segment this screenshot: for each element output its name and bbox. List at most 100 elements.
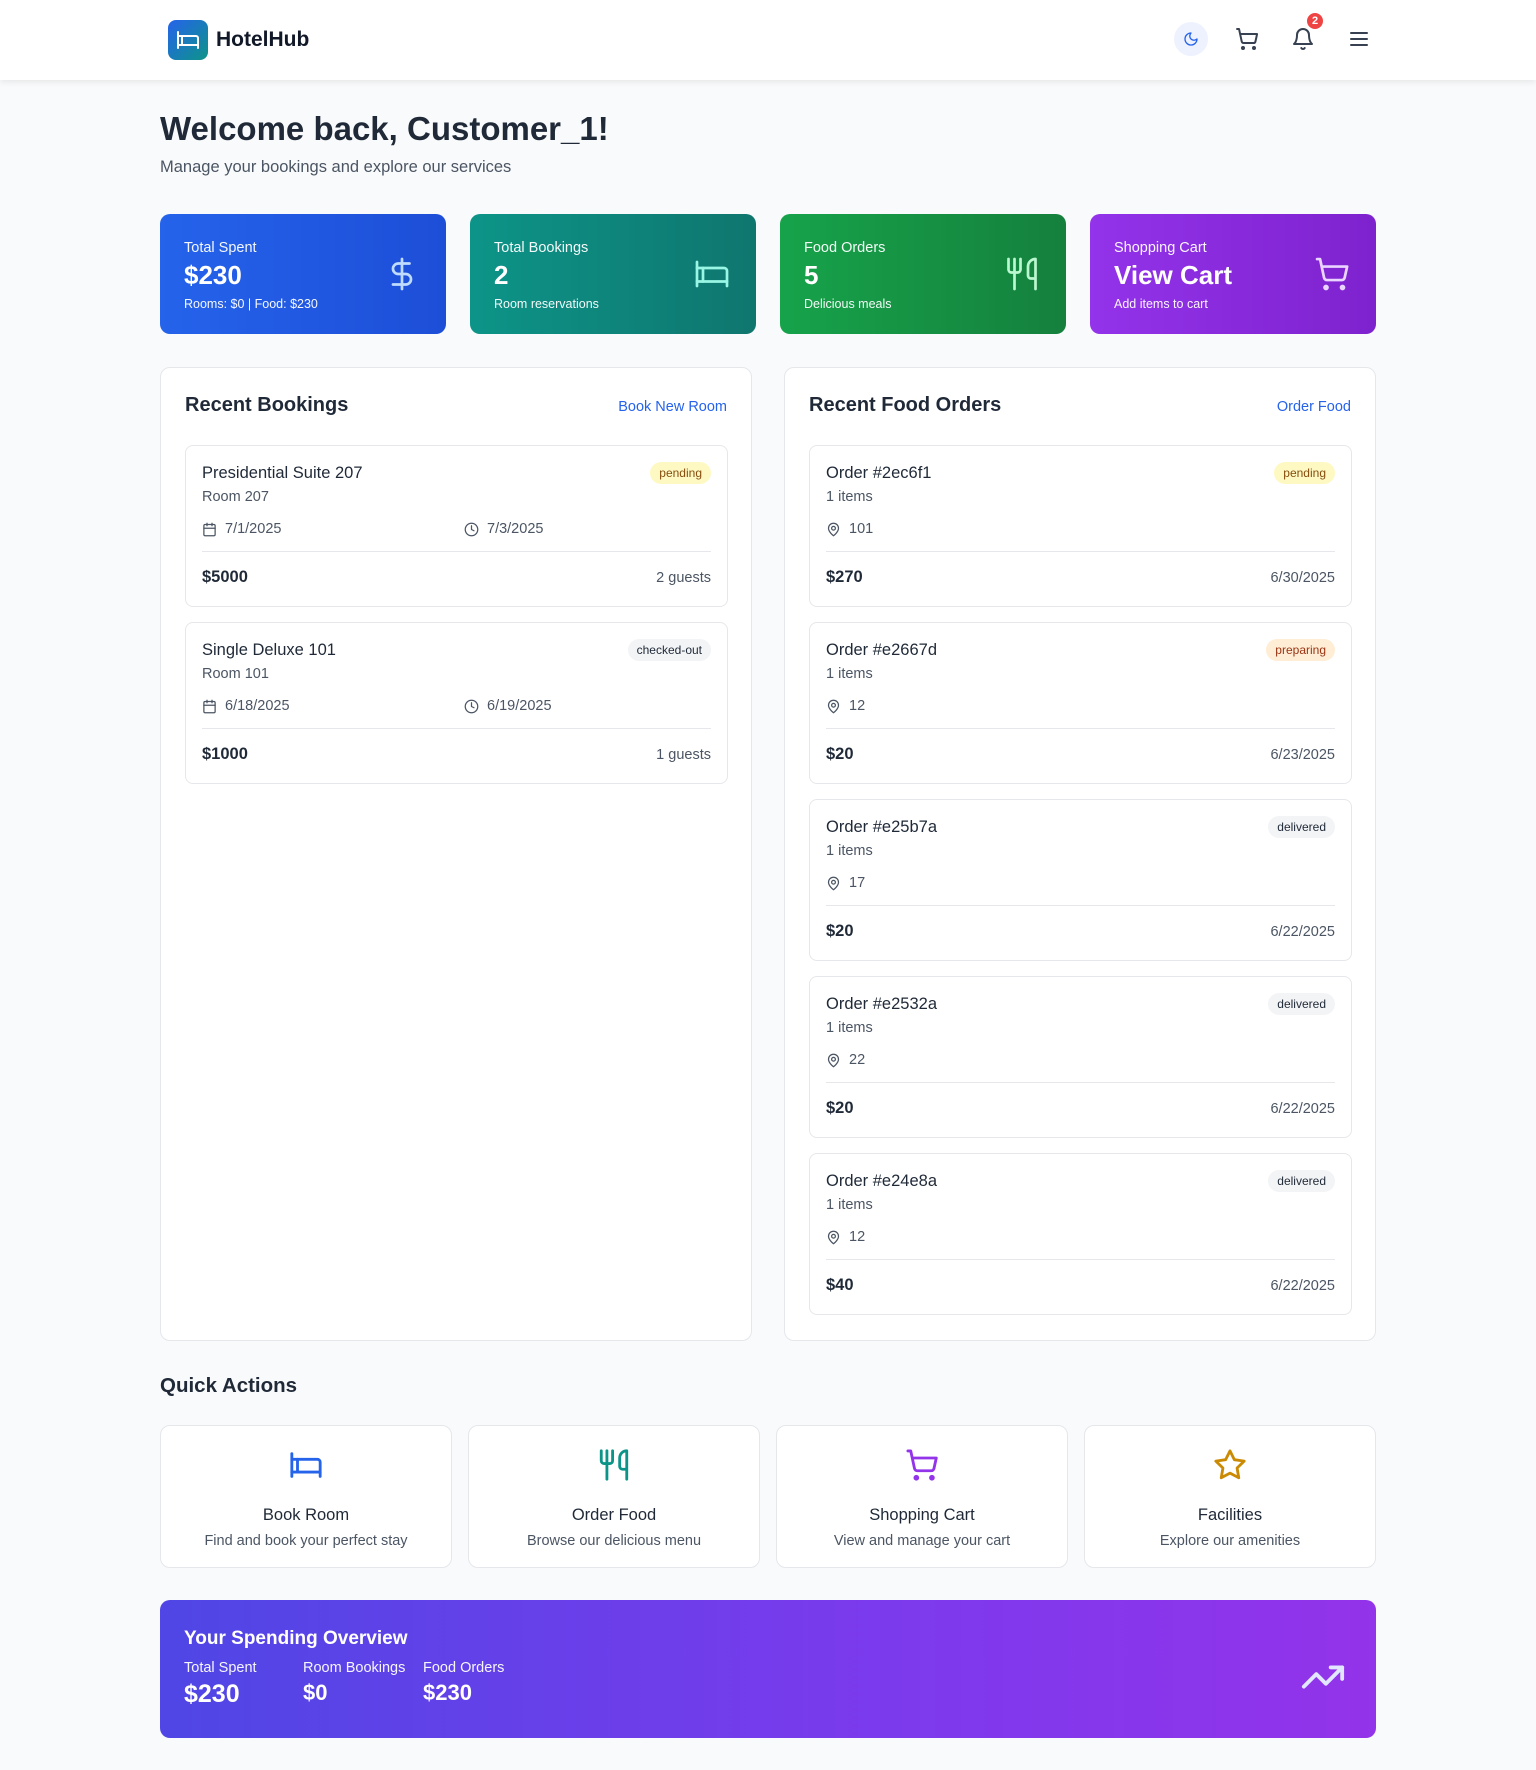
cart-button[interactable] bbox=[1230, 22, 1264, 56]
food-order-card[interactable]: Order #e24e8a 1 items delivered 12 $40 6… bbox=[809, 1153, 1352, 1315]
booking-room-number: Room 207 bbox=[202, 489, 269, 505]
order-date: 6/22/2025 bbox=[1270, 1278, 1335, 1294]
quick-action-shopping-cart[interactable]: Shopping Cart View and manage your cart bbox=[776, 1425, 1068, 1568]
clock-icon bbox=[464, 699, 479, 713]
overview-value: $230 bbox=[423, 1680, 472, 1705]
cart-icon bbox=[1236, 28, 1259, 50]
order-price: $270 bbox=[826, 568, 863, 586]
order-item-count: 1 items bbox=[826, 843, 873, 859]
moon-icon bbox=[1184, 32, 1198, 46]
food-order-card[interactable]: Order #e25b7a 1 items delivered 17 $20 6… bbox=[809, 799, 1352, 961]
order-id: Order #e2667d bbox=[826, 641, 937, 659]
panel-title: Recent Food Orders bbox=[809, 394, 1002, 416]
booking-price: $5000 bbox=[202, 568, 248, 586]
clock-icon bbox=[464, 522, 479, 536]
check-in-text: 6/18/2025 bbox=[225, 698, 290, 714]
quick-action-facilities[interactable]: Facilities Explore our amenities bbox=[1084, 1425, 1376, 1568]
map-pin-icon bbox=[827, 1230, 840, 1244]
location-text: 12 bbox=[849, 698, 866, 714]
order-id: Order #2ec6f1 bbox=[826, 464, 932, 482]
order-item-count: 1 items bbox=[826, 1020, 873, 1036]
stat-card-food-orders: Food Orders 5 Delicious meals bbox=[780, 214, 1066, 334]
map-pin-icon bbox=[827, 1053, 840, 1067]
quick-action-book-room[interactable]: Book Room Find and book your perfect sta… bbox=[160, 1425, 452, 1568]
check-in-date: 6/18/2025 bbox=[202, 698, 290, 714]
order-location: 12 bbox=[826, 1229, 865, 1245]
booking-card[interactable]: Single Deluxe 101 Room 101 checked-out 6… bbox=[185, 622, 728, 784]
order-item-count: 1 items bbox=[826, 666, 873, 682]
divider bbox=[202, 551, 711, 552]
location-text: 22 bbox=[849, 1052, 866, 1068]
utensils-icon bbox=[1004, 256, 1040, 297]
booking-card[interactable]: Presidential Suite 207 Room 207 pending … bbox=[185, 445, 728, 607]
panel-title: Recent Bookings bbox=[185, 394, 349, 416]
order-location: 17 bbox=[826, 875, 865, 891]
menu-button[interactable] bbox=[1342, 22, 1376, 56]
quick-action-desc: View and manage your cart bbox=[833, 1533, 1011, 1549]
booking-room-number: Room 101 bbox=[202, 666, 269, 682]
divider bbox=[826, 905, 1335, 906]
divider bbox=[826, 728, 1335, 729]
header-actions: 2 bbox=[1174, 13, 1376, 56]
stat-subtext: Add items to cart bbox=[1114, 297, 1208, 311]
booking-guests: 2 guests bbox=[656, 570, 711, 586]
quick-action-label: Book Room bbox=[262, 1506, 350, 1524]
notifications-button[interactable]: 2 bbox=[1286, 13, 1323, 56]
quick-action-desc: Browse our delicious menu bbox=[526, 1533, 702, 1549]
stat-card-shopping-cart[interactable]: Shopping Cart View Cart Add items to car… bbox=[1090, 214, 1376, 334]
order-price: $20 bbox=[826, 922, 854, 940]
status-badge: delivered bbox=[1268, 993, 1335, 1015]
order-item-count: 1 items bbox=[826, 489, 873, 505]
overview-value: $230 bbox=[184, 1680, 240, 1708]
stat-subtext: Delicious meals bbox=[804, 297, 892, 311]
notification-count-badge: 2 bbox=[1307, 13, 1323, 29]
quick-action-label: Shopping Cart bbox=[869, 1506, 975, 1524]
bell-icon bbox=[1293, 28, 1313, 50]
status-badge: delivered bbox=[1268, 1170, 1335, 1192]
status-badge: pending bbox=[1274, 462, 1335, 484]
overview-total-spent: Total Spent $230 bbox=[184, 1660, 257, 1709]
overview-title: Your Spending Overview bbox=[184, 1628, 408, 1649]
theme-toggle-button[interactable] bbox=[1174, 22, 1208, 56]
brand-name: HotelHub bbox=[216, 28, 310, 51]
stat-subtext: Rooms: $0 | Food: $230 bbox=[184, 297, 318, 311]
food-order-card[interactable]: Order #2ec6f1 1 items pending 101 $270 6… bbox=[809, 445, 1352, 607]
check-out-date: 6/19/2025 bbox=[464, 698, 552, 714]
dollar-icon bbox=[384, 256, 420, 297]
stat-subtext: Room reservations bbox=[494, 297, 599, 311]
food-order-card[interactable]: Order #e2532a 1 items delivered 22 $20 6… bbox=[809, 976, 1352, 1138]
overview-label: Total Spent bbox=[184, 1660, 257, 1676]
stat-value: 5 bbox=[804, 260, 819, 290]
order-id: Order #e25b7a bbox=[826, 818, 937, 836]
bed-icon bbox=[161, 1448, 451, 1482]
overview-label: Room Bookings bbox=[303, 1660, 406, 1676]
page-subtitle: Manage your bookings and explore our ser… bbox=[160, 158, 512, 176]
divider bbox=[826, 1259, 1335, 1260]
order-date: 6/23/2025 bbox=[1270, 747, 1335, 763]
stat-label: Total Spent bbox=[184, 240, 257, 256]
divider bbox=[202, 728, 711, 729]
cart-icon bbox=[777, 1448, 1067, 1482]
bed-icon bbox=[694, 256, 730, 297]
overview-food-orders: Food Orders $230 bbox=[423, 1660, 504, 1706]
book-new-room-link[interactable]: Book New Room bbox=[618, 399, 727, 415]
booking-price: $1000 bbox=[202, 745, 248, 763]
location-text: 12 bbox=[849, 1229, 866, 1245]
utensils-icon bbox=[469, 1448, 759, 1482]
view-cart-link[interactable]: View Cart bbox=[1114, 260, 1233, 290]
food-order-card[interactable]: Order #e2667d 1 items preparing 12 $20 6… bbox=[809, 622, 1352, 784]
quick-action-order-food[interactable]: Order Food Browse our delicious menu bbox=[468, 1425, 760, 1568]
calendar-icon bbox=[203, 699, 216, 713]
bed-icon bbox=[168, 20, 208, 60]
location-text: 101 bbox=[849, 521, 874, 537]
order-food-link[interactable]: Order Food bbox=[1276, 399, 1351, 415]
quick-action-label: Order Food bbox=[571, 1506, 657, 1524]
check-in-date: 7/1/2025 bbox=[202, 521, 281, 537]
quick-actions-title: Quick Actions bbox=[160, 1374, 298, 1397]
brand[interactable]: HotelHub bbox=[168, 20, 309, 60]
booking-guests: 1 guests bbox=[656, 747, 711, 763]
overview-value: $0 bbox=[303, 1680, 328, 1705]
hamburger-menu-icon bbox=[1350, 32, 1368, 46]
status-badge: checked-out bbox=[627, 639, 711, 661]
cart-icon bbox=[1314, 256, 1350, 297]
